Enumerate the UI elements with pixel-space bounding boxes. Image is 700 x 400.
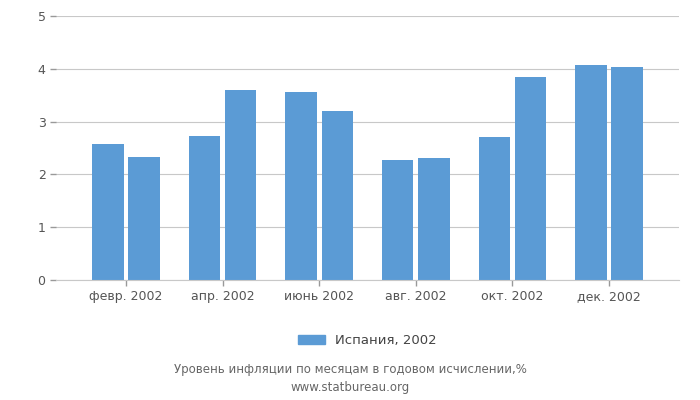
Bar <box>286 92 317 280</box>
Bar <box>128 157 160 280</box>
Legend: Испания, 2002: Испания, 2002 <box>293 329 442 353</box>
Bar <box>321 110 353 280</box>
Bar <box>92 144 124 280</box>
Bar <box>382 160 414 280</box>
Text: Уровень инфляции по месяцам в годовом исчислении,%: Уровень инфляции по месяцам в годовом ис… <box>174 364 526 376</box>
Bar <box>225 90 256 280</box>
Bar <box>189 136 220 280</box>
Bar <box>575 64 607 280</box>
Bar <box>514 77 546 280</box>
Text: www.statbureau.org: www.statbureau.org <box>290 382 410 394</box>
Bar <box>418 158 449 280</box>
Bar <box>479 138 510 280</box>
Bar <box>611 67 643 280</box>
